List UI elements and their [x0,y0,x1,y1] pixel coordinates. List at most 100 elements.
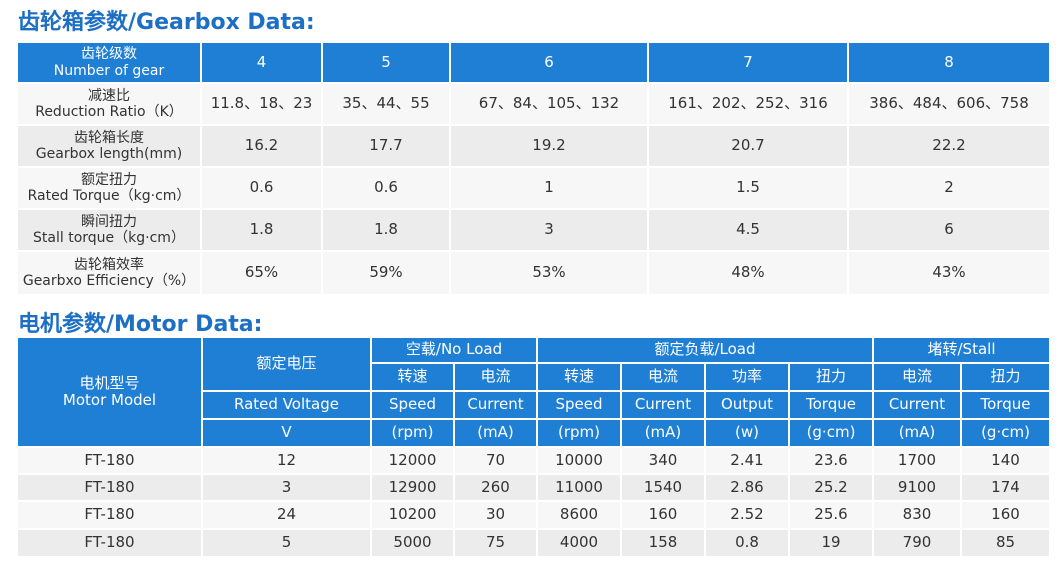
cell-text: 空载/No Load [405,340,503,359]
cell-text: 0.6 [249,178,274,197]
gear-header: 6 [451,43,649,84]
cell-text: Gearbox length(mm) [35,146,183,162]
row-value: 1 [451,168,649,210]
cell-text: 0.8 [735,533,759,552]
cell-text: 电流 [901,367,932,386]
cell-text: 减速比 [88,87,130,104]
row-value: 12900 [372,475,455,502]
row-value: 30 [455,502,538,530]
cell-text: 4 [256,52,267,71]
cell-text: 48% [731,263,765,282]
cell-text: 额定负载/Load [654,340,756,359]
row-value: 53% [451,252,649,296]
cell-text: 10200 [388,505,437,524]
row-value: 4.5 [649,210,849,252]
cell-text: 5000 [393,533,432,552]
row-value: 0.8 [706,530,790,558]
cell-text: 7 [743,52,753,71]
cell-text: 2.86 [730,477,764,496]
row-value: 35、44、55 [323,84,451,126]
cell-text: 转速 [563,367,594,386]
cell-text: (rpm) [557,423,600,442]
cell-text: Torque [980,395,1031,414]
row-value: 11.8、18、23 [202,84,323,126]
row-value: 65% [202,252,323,296]
row-value: 140 [962,448,1051,475]
gearbox-title: 齿轮箱参数/Gearbox Data: [18,10,315,35]
cell-text: FT-180 [84,477,135,496]
cell-text: 0.6 [374,178,398,197]
column-header: (mA) [622,420,706,448]
cell-text: 12900 [388,477,437,496]
cell-text: 161、202、252、316 [668,94,828,113]
column-header: Current [455,392,538,420]
row-value: 2 [849,168,1051,210]
row-value: 3 [203,475,372,502]
cell-text: 功率 [731,367,762,386]
cell-text: 2 [944,178,954,197]
column-header: Current [874,392,962,420]
cell-text: 5 [281,533,292,552]
voltage-label: Rated Voltage [203,392,372,420]
column-header: 扭力 [962,364,1051,392]
cell-text: 12000 [388,450,437,469]
cell-text: (w) [735,423,759,442]
group-header: 堵转/Stall [874,338,1051,364]
cell-text: 23.6 [814,450,848,469]
cell-text: 386、484、606、758 [869,94,1029,113]
cell-text: (g·cm) [981,423,1030,442]
row-value: 10000 [538,448,622,475]
row-value: 11000 [538,475,622,502]
row-value: 19.2 [451,126,649,168]
cell-text: 6 [944,220,954,239]
row-value: 23.6 [790,448,874,475]
cell-text: (g·cm) [806,423,856,442]
row-value: 1540 [622,475,706,502]
column-header: Output [706,392,790,420]
cell-text: 67、84、105、132 [478,94,620,113]
cell-text: 160 [648,505,678,524]
row-value: 85 [962,530,1051,558]
row-label: 瞬间扭力 Stall torque（kg·cm） [18,210,202,252]
row-value: 17.7 [323,126,451,168]
row-value: 160 [962,502,1051,530]
cell-text: 齿轮箱效率 [74,256,144,273]
cell-text: FT-180 [84,533,135,552]
column-header: 扭力 [790,364,874,392]
row-value: 158 [622,530,706,558]
cell-text: 17.7 [369,136,403,155]
voltage-label: 额定电压 [203,338,372,392]
header-label: 齿轮级数 Number of gear [18,43,202,84]
column-header: 电流 [622,364,706,392]
cell-text: Gearbxo Efficiency（%） [22,273,196,289]
cell-text: 瞬间扭力 [81,213,137,230]
column-header: (mA) [455,420,538,448]
cell-text: 16.2 [244,136,279,155]
cell-text: 12 [276,450,297,469]
column-header: (rpm) [538,420,622,448]
row-value: 3 [451,210,649,252]
column-header: Torque [962,392,1051,420]
column-header: Current [622,392,706,420]
cell-text: 24 [276,505,297,524]
row-value: 0.6 [202,168,323,210]
cell-text: 8600 [559,505,599,524]
row-value: FT-180 [18,448,203,475]
cell-text: 53% [532,263,566,282]
cell-text: 158 [648,533,678,552]
cell-text: 齿轮级数 [81,46,137,63]
cell-text: 174 [991,477,1020,496]
cell-text: FT-180 [84,450,135,469]
row-label: 额定扭力 Rated Torque（kg·cm） [18,168,202,210]
gear-header: 7 [649,43,849,84]
group-header: 额定负载/Load [538,338,874,364]
row-value: 6 [849,210,1051,252]
cell-text: V [281,423,292,442]
model-label: 电机型号 Motor Model [18,338,203,448]
group-header: 空载/No Load [372,338,538,364]
row-value: 790 [874,530,962,558]
row-label: 齿轮箱长度 Gearbox length(mm) [18,126,202,168]
cell-text: Rated Voltage [234,395,339,414]
cell-text: 11000 [555,477,603,496]
row-value: 2.41 [706,448,790,475]
